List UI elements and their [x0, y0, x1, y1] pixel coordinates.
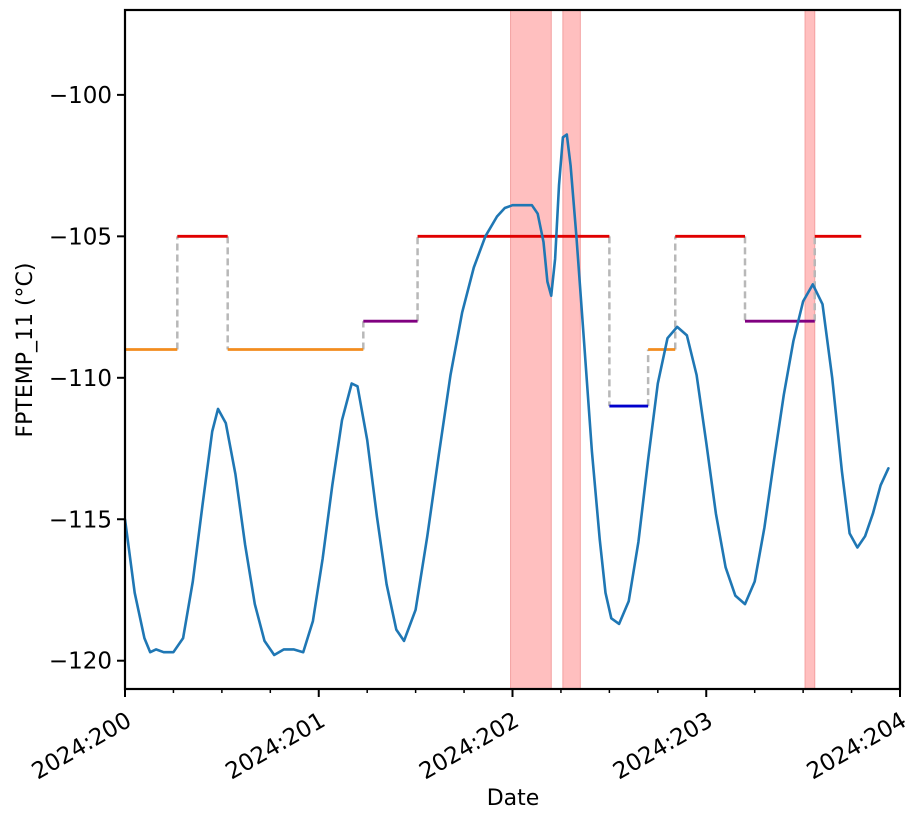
shaded-region-1	[562, 9, 581, 690]
y-axis-label: FPTEMP_11 (°C)	[13, 262, 38, 437]
series-layer	[123, 133, 890, 657]
shaded-region-0	[510, 9, 552, 690]
y-axis-ticks: −100 −105 −110 −115 −120	[49, 83, 125, 675]
shaded-region-2	[804, 9, 816, 690]
x-axis-label: Date	[487, 786, 540, 811]
limit-steps	[125, 234, 862, 408]
y-tick-label-1: −105	[49, 224, 112, 250]
y-tick-label-0: −100	[49, 83, 112, 109]
y-tick-label-3: −115	[49, 507, 112, 533]
y-tick-label-4: −120	[49, 649, 112, 675]
shaded-regions	[510, 9, 816, 690]
y-tick-label-2: −110	[49, 366, 112, 392]
series-line-0	[123, 133, 890, 657]
